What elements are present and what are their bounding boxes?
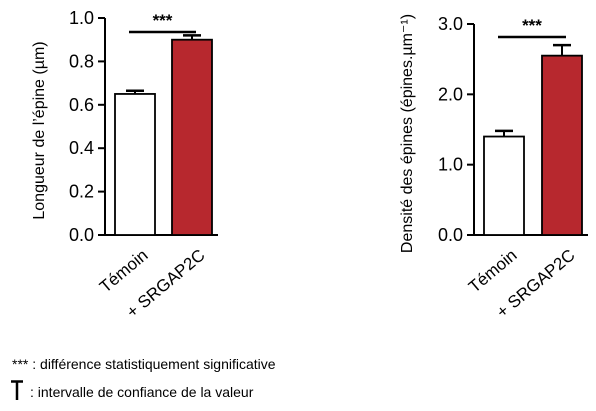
bar-srgap2c [541, 54, 583, 236]
y-tick-label: 0.4 [69, 138, 94, 158]
y-tick-label: 1.0 [438, 155, 463, 175]
y-tick-label: 1.0 [69, 8, 94, 28]
y-axis-title: Densité des épines (épines.µm⁻¹) [399, 14, 416, 253]
legend-stars-text: : différence statistiquement significati… [28, 356, 276, 372]
y-tick-label: 3.0 [438, 14, 463, 34]
bar-temoin [114, 93, 156, 236]
y-tick-label: 0.8 [69, 51, 94, 71]
y-tick-label: 0.0 [69, 225, 94, 245]
y-tick-label: 0.2 [69, 182, 94, 202]
bar-temoin [483, 135, 525, 236]
y-tick-label: 0.0 [438, 225, 463, 245]
legend-stars-symbol: *** [12, 356, 29, 372]
legend-significance: *** : différence statistiquement signifi… [12, 356, 276, 372]
x-category-label: Témoin [465, 246, 521, 297]
error-bar-icon [11, 380, 23, 400]
legend-confidence-interval: : intervalle de confiance de la valeur [10, 380, 253, 400]
significance-stars: *** [153, 11, 173, 30]
y-axis-title: Longueur de l’épine (µm) [31, 41, 48, 219]
y-tick-label: 0.6 [69, 95, 94, 115]
bar-srgap2c [171, 38, 213, 236]
y-tick-label: 2.0 [438, 84, 463, 104]
significance-stars: *** [522, 16, 542, 35]
legend-ci-text: : intervalle de confiance de la valeur [30, 384, 254, 400]
